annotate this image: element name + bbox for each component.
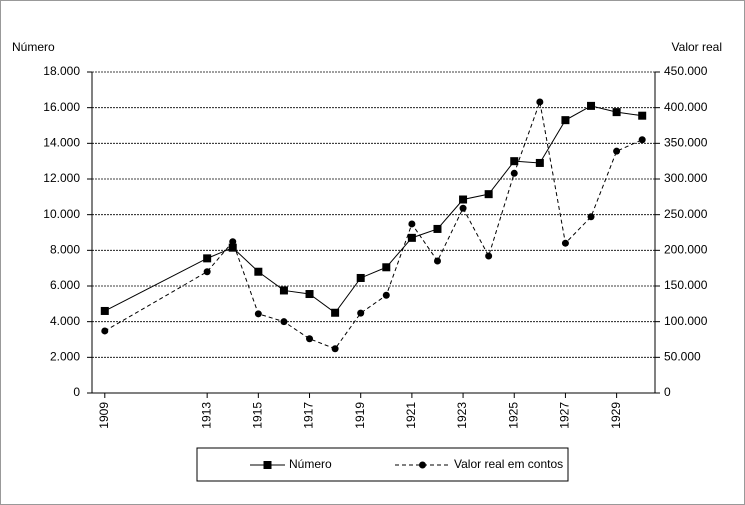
- data-point: [561, 239, 569, 247]
- x-tick-label: 1923: [455, 402, 469, 429]
- data-point: [356, 273, 365, 282]
- x-tick-label: 1917: [302, 402, 316, 429]
- data-point: [279, 286, 288, 295]
- legend-marker: [419, 461, 426, 469]
- y2-tick-label: 50.000: [664, 350, 701, 364]
- y2-tick-label: 450.000: [664, 64, 708, 78]
- data-point: [100, 306, 109, 315]
- data-point: [561, 116, 570, 125]
- data-point: [587, 101, 596, 110]
- data-point: [536, 98, 544, 106]
- data-point: [459, 195, 468, 204]
- data-point: [306, 335, 314, 343]
- data-point: [331, 308, 340, 317]
- data-point: [101, 327, 109, 335]
- x-tick-label: 1915: [251, 402, 265, 429]
- data-point: [587, 213, 595, 221]
- y-tick-label: 12.000: [43, 171, 80, 185]
- data-point: [408, 220, 416, 228]
- data-point: [229, 238, 237, 246]
- data-point: [433, 224, 442, 233]
- y2-tick-label: 150.000: [664, 278, 708, 292]
- data-point: [382, 291, 390, 299]
- data-point: [203, 254, 212, 263]
- data-point: [407, 233, 416, 242]
- data-point: [305, 290, 314, 299]
- data-point: [638, 136, 646, 144]
- data-point: [254, 310, 262, 318]
- data-point: [433, 257, 441, 265]
- data-point: [484, 190, 493, 199]
- y2-tick-label: 200.000: [664, 243, 708, 257]
- data-point: [612, 108, 621, 117]
- y-tick-label: 8.000: [50, 243, 80, 257]
- y-tick-label: 10.000: [43, 207, 80, 221]
- data-point: [510, 157, 519, 166]
- data-point: [280, 318, 288, 326]
- data-point: [638, 111, 647, 120]
- y-tick-label: 18.000: [43, 64, 80, 78]
- y-tick-label: 2.000: [50, 350, 80, 364]
- x-tick-label: 1909: [97, 402, 111, 429]
- legend-label: Número: [289, 457, 332, 471]
- y2-axis-title: Valor real: [672, 40, 722, 54]
- data-point: [510, 169, 518, 177]
- legend-marker: [263, 461, 272, 469]
- y-tick-label: 6.000: [50, 278, 80, 292]
- x-tick-label: 1913: [199, 402, 213, 429]
- y-axis-title: Número: [12, 40, 55, 54]
- data-point: [459, 204, 467, 212]
- y-tick-label: 4.000: [50, 314, 80, 328]
- x-tick-label: 1927: [558, 402, 572, 429]
- x-tick-label: 1921: [404, 402, 418, 429]
- y2-tick-label: 250.000: [664, 207, 708, 221]
- x-tick-label: 1919: [353, 402, 367, 429]
- data-point: [382, 263, 391, 272]
- data-point: [203, 268, 211, 276]
- y-tick-label: 14.000: [43, 136, 80, 150]
- y2-tick-label: 100.000: [664, 314, 708, 328]
- data-point: [535, 158, 544, 167]
- data-point: [613, 147, 621, 155]
- data-point: [485, 252, 493, 260]
- y2-tick-label: 350.000: [664, 136, 708, 150]
- y-tick-label: 0: [73, 385, 80, 399]
- y2-tick-label: 0: [664, 385, 671, 399]
- y2-tick-label: 300.000: [664, 171, 708, 185]
- data-point: [228, 243, 237, 252]
- data-point: [331, 345, 339, 353]
- y2-tick-label: 400.000: [664, 100, 708, 114]
- x-tick-label: 1925: [506, 402, 520, 429]
- y-tick-label: 16.000: [43, 100, 80, 114]
- legend-label: Valor real em contos: [454, 457, 563, 471]
- data-point: [254, 267, 263, 276]
- x-tick-label: 1929: [609, 402, 623, 429]
- data-point: [357, 309, 365, 317]
